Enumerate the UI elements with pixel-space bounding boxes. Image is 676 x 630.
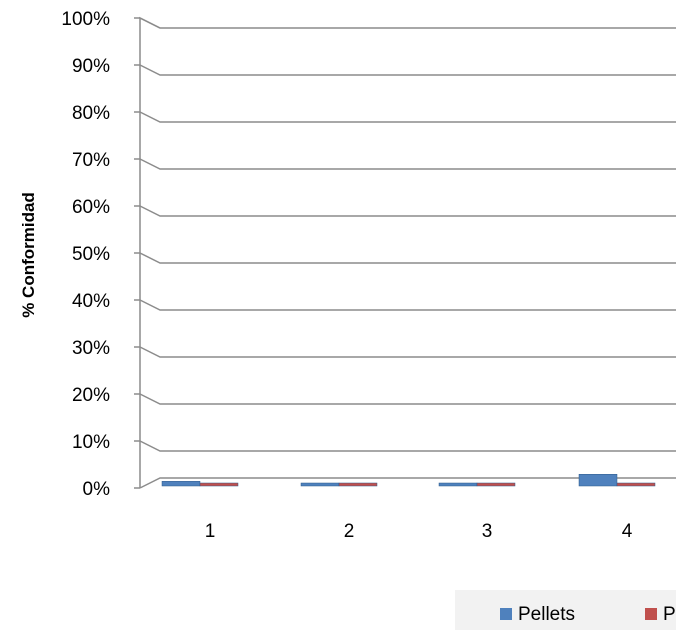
bars [161,474,656,487]
bar-pellets-2 [300,482,340,487]
bar-p-2 [338,482,378,487]
bar-pellets-3 [438,482,478,487]
x-tick-label: 3 [482,521,493,542]
bar-pellets-1 [161,481,201,487]
gridlines [134,16,676,489]
legend-swatch [500,608,512,620]
y-axis-label: % Conformidad [19,192,38,318]
legend-box [455,590,676,630]
side-wall [139,16,161,488]
gridline [139,440,676,452]
y-tick-label: 10% [72,432,110,453]
y-tick-label: 0% [83,479,111,500]
y-tick-label: 20% [72,385,110,406]
bar-p-3 [476,482,516,487]
y-tick-label: 100% [61,9,110,30]
gridline [139,111,676,123]
y-axis-ticks: 0% 10% 20% 30% 40% 50% 60% 70% 80% 90% 100% [61,9,110,500]
legend-swatch [645,608,657,620]
y-tick-label: 60% [72,197,110,218]
gridline [139,64,676,76]
gridline [139,158,676,170]
legend-label: P [663,604,676,625]
y-tick-label: 30% [72,338,110,359]
gridline [139,205,676,217]
legend-label: Pellets [518,604,575,625]
gridline [139,393,676,405]
gridline [139,299,676,311]
y-tick-label: 70% [72,150,110,171]
bar-pellets-4 [578,474,618,487]
floor [139,477,676,489]
gridline [139,17,676,29]
bar-p-1 [199,482,239,487]
legend: Pellets P [455,590,676,630]
x-tick-label: 2 [344,521,355,542]
bar-p-4 [616,482,656,487]
y-tick-label: 80% [72,103,110,124]
y-tick-label: 90% [72,56,110,77]
gridline [139,346,676,358]
x-tick-label: 1 [205,521,216,542]
gridline [139,252,676,264]
x-tick-label: 4 [622,521,633,542]
y-tick-label: 50% [72,244,110,265]
x-axis-ticks: 1 2 3 4 [205,521,633,542]
y-tick-label: 40% [72,291,110,312]
